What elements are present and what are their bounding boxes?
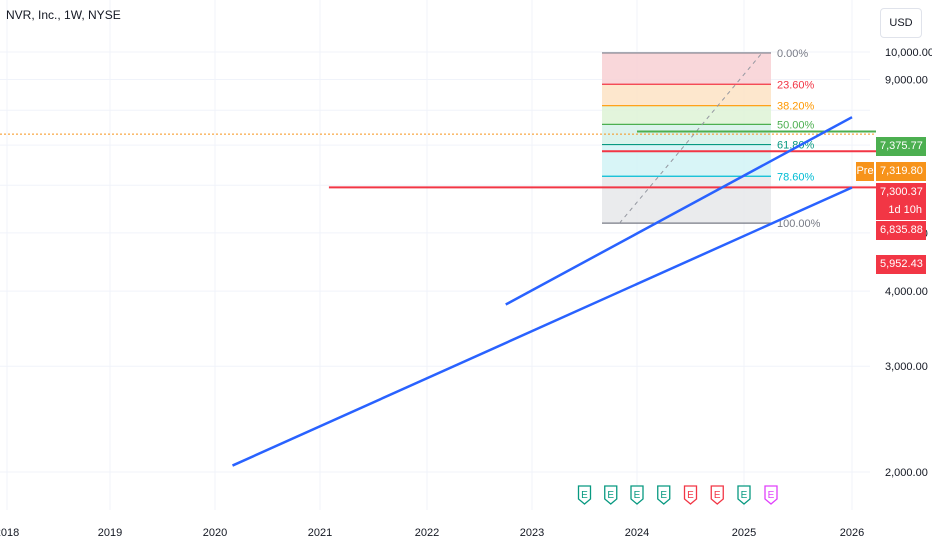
price-tag-3: 1d 10h	[876, 201, 926, 220]
fib-zone-4	[602, 144, 771, 177]
x-axis-label-6: 2024	[625, 527, 649, 539]
fib-label-6: 100.00%	[777, 218, 821, 230]
fib-trend-diagonal	[619, 52, 763, 224]
x-axis-label-4: 2022	[415, 527, 439, 539]
x-axis-label-1: 2019	[98, 527, 122, 539]
fib-label-1: 23.60%	[777, 79, 815, 91]
fib-label-3: 50.00%	[777, 119, 815, 131]
earnings-marker-letter-0: E	[581, 490, 588, 501]
earnings-marker-letter-4: E	[687, 490, 694, 501]
currency-button[interactable]: USD	[880, 8, 922, 38]
earnings-marker-letter-7: E	[768, 490, 775, 501]
fib-label-5: 78.60%	[777, 171, 815, 183]
earnings-marker-letter-5: E	[714, 490, 721, 501]
y-axis-label-4: 3,000.00	[885, 361, 928, 373]
earnings-marker-3[interactable]	[657, 485, 671, 505]
x-axis-label-5: 2023	[520, 527, 544, 539]
earnings-marker-letter-3: E	[660, 490, 667, 501]
price-tag-0: 7,375.77	[876, 137, 926, 156]
earnings-marker-4[interactable]	[683, 485, 698, 505]
fib-zone-2	[602, 105, 771, 125]
symbol-title: NVR, Inc., 1W, NYSE	[6, 8, 121, 22]
fib-label-2: 38.20%	[777, 101, 815, 113]
earnings-marker-1[interactable]	[604, 485, 618, 505]
trendline-1[interactable]	[505, 116, 853, 306]
x-axis-label-7: 2025	[732, 527, 756, 539]
price-tag-4: 6,835.88	[876, 221, 926, 240]
x-axis-label-3: 2021	[308, 527, 332, 539]
earnings-marker-0[interactable]	[577, 485, 592, 505]
price-tag-1: 7,319.80	[876, 162, 926, 181]
fib-zone-1	[602, 84, 771, 106]
x-axis-label-8: 2026	[840, 527, 864, 539]
x-axis-label-2: 2020	[203, 527, 227, 539]
y-axis-label-0: 10,000.00	[885, 47, 932, 59]
trendline-0[interactable]	[231, 186, 853, 467]
earnings-marker-letter-2: E	[634, 490, 641, 501]
earnings-marker-5[interactable]	[710, 485, 724, 505]
x-axis-label-0: 2018	[0, 527, 19, 539]
earnings-marker-2[interactable]	[630, 485, 644, 505]
earnings-marker-7[interactable]	[764, 485, 778, 505]
earnings-marker-letter-1: E	[607, 490, 614, 501]
fib-zone-5	[602, 176, 771, 224]
pre-market-badge: Pre	[856, 162, 874, 181]
earnings-marker-letter-6: E	[741, 490, 748, 501]
earnings-marker-6[interactable]	[737, 485, 751, 505]
fib-label-0: 0.00%	[777, 48, 808, 60]
y-axis-label-1: 9,000.00	[885, 74, 928, 86]
price-tag-5: 5,952.43	[876, 255, 926, 274]
fib-zone-3	[602, 124, 771, 145]
y-axis-label-5: 2,000.00	[885, 467, 928, 479]
y-axis-label-3: 4,000.00	[885, 286, 928, 298]
price-tag-2: 7,300.37	[876, 183, 926, 202]
fib-zone-0	[602, 52, 771, 85]
